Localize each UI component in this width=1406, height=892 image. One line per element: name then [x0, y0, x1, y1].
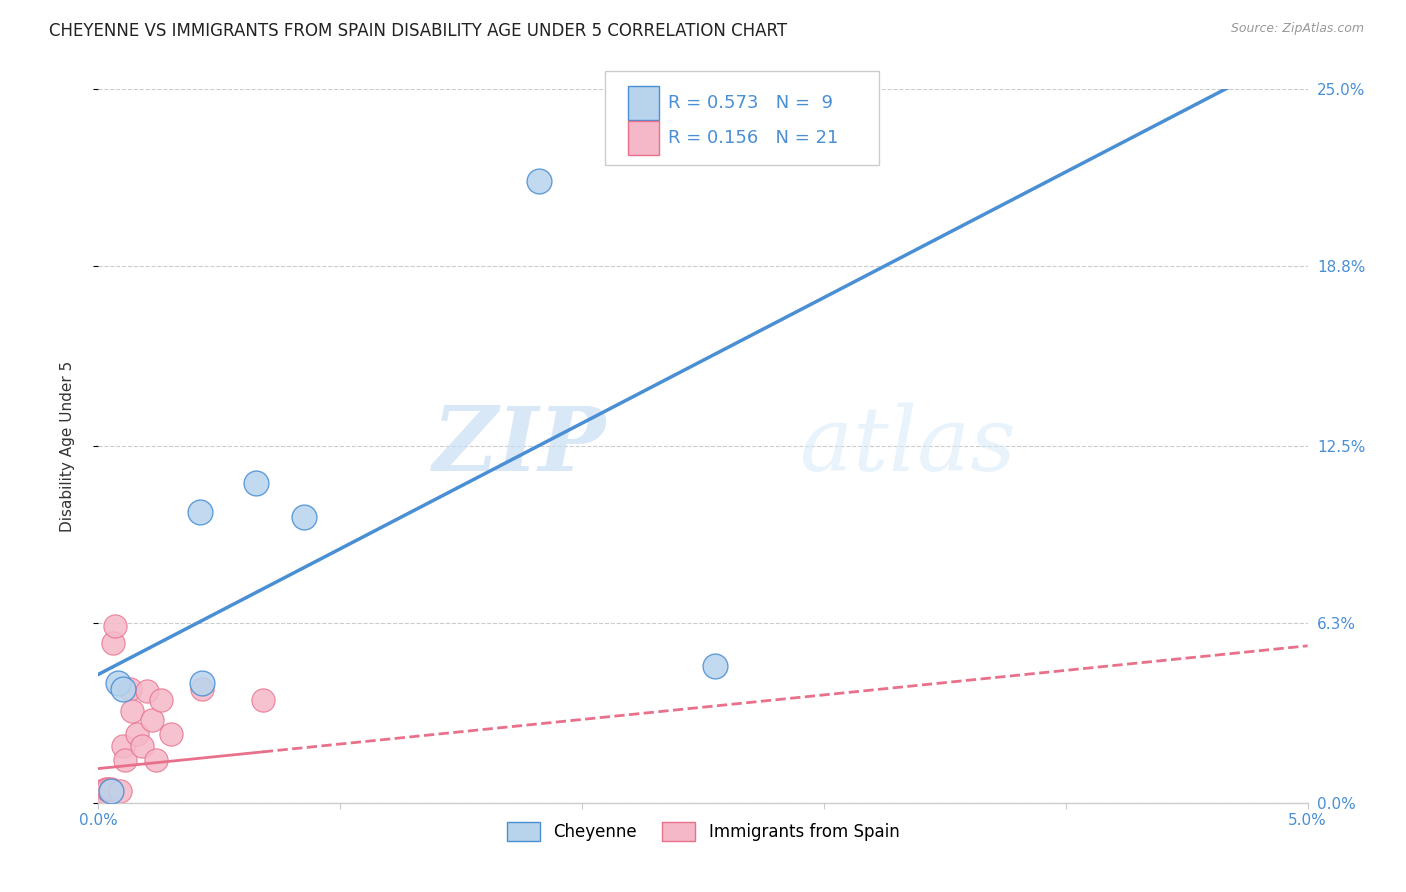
Point	[292, 510, 315, 524]
Y-axis label: Disability Age Under 5: Disability Age Under 5	[60, 360, 75, 532]
Text: Source: ZipAtlas.com: Source: ZipAtlas.com	[1230, 22, 1364, 36]
Point	[160, 727, 183, 741]
Point	[107, 676, 129, 690]
Point	[118, 681, 141, 696]
Text: atlas: atlas	[800, 402, 1015, 490]
Point	[252, 693, 274, 707]
Text: ZIP: ZIP	[433, 403, 606, 489]
Point	[145, 753, 167, 767]
Point	[188, 505, 211, 519]
Point	[191, 681, 214, 696]
Point	[704, 658, 727, 673]
Text: R = 0.156   N = 21: R = 0.156 N = 21	[668, 129, 838, 147]
Point	[111, 681, 134, 696]
Point	[90, 784, 112, 798]
Legend: Cheyenne, Immigrants from Spain: Cheyenne, Immigrants from Spain	[501, 815, 905, 848]
Point	[100, 781, 122, 796]
Point	[135, 684, 157, 698]
Point	[104, 619, 127, 633]
Point	[91, 787, 114, 801]
Point	[101, 636, 124, 650]
Point	[121, 705, 143, 719]
Point	[111, 739, 134, 753]
Point	[114, 753, 136, 767]
Point	[94, 781, 117, 796]
Point	[141, 713, 163, 727]
Point	[191, 676, 214, 690]
Point	[245, 476, 267, 491]
Point	[131, 739, 153, 753]
Point	[100, 784, 122, 798]
Text: R = 0.573   N =  9: R = 0.573 N = 9	[668, 94, 832, 112]
Point	[127, 727, 149, 741]
Point	[97, 781, 120, 796]
Point	[527, 173, 550, 187]
Point	[150, 693, 173, 707]
Text: CHEYENNE VS IMMIGRANTS FROM SPAIN DISABILITY AGE UNDER 5 CORRELATION CHART: CHEYENNE VS IMMIGRANTS FROM SPAIN DISABI…	[49, 22, 787, 40]
Point	[108, 784, 131, 798]
